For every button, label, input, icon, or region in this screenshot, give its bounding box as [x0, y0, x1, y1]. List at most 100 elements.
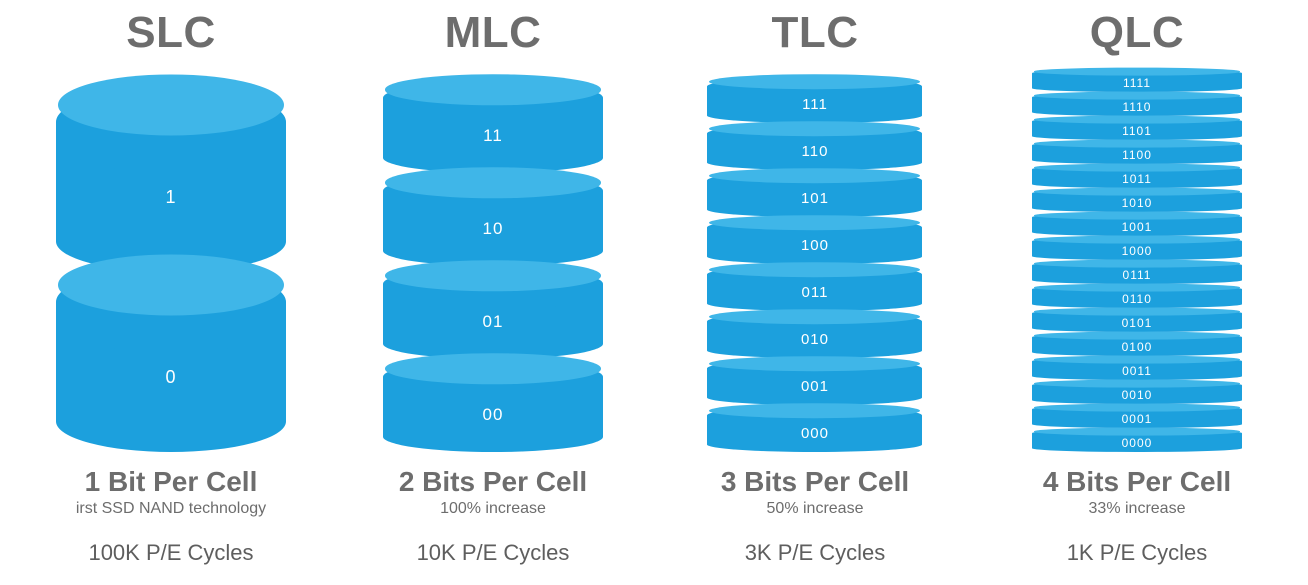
qlc-disc: 1111 — [1032, 71, 1242, 92]
disc-top-ellipse — [709, 121, 920, 136]
slc-bits-per-cell: 1 Bit Per Cell — [85, 466, 258, 498]
disc-top-ellipse — [709, 309, 920, 324]
slc-disc-label: 0 — [165, 367, 176, 388]
tlc-subtitle: 50% increase — [767, 500, 864, 518]
qlc-disc-label: 1101 — [1122, 124, 1152, 138]
qlc-disc: 0001 — [1032, 407, 1242, 428]
mlc-disc: 11 — [383, 88, 603, 173]
qlc-disc: 0000 — [1032, 431, 1242, 452]
disc-top-ellipse — [1034, 140, 1240, 148]
tlc-disc-label: 110 — [802, 143, 829, 160]
qlc-subtitle: 33% increase — [1089, 500, 1186, 518]
tlc-disc-label: 010 — [801, 331, 829, 348]
mlc-title: MLC — [445, 8, 542, 58]
tlc-disc: 000 — [707, 410, 922, 452]
disc-top-ellipse — [1034, 380, 1240, 388]
qlc-disc: 1101 — [1032, 119, 1242, 140]
qlc-disc-label: 0000 — [1122, 436, 1153, 450]
column-qlc: QLC0000000100100011010001010110011110001… — [982, 8, 1291, 566]
mlc-stack: 00 01 10 11 — [383, 62, 603, 452]
tlc-disc-label: 111 — [802, 96, 828, 113]
qlc-disc-label: 1010 — [1122, 196, 1153, 210]
disc-top-ellipse — [1034, 236, 1240, 244]
disc-top-ellipse — [1034, 284, 1240, 292]
disc-top-ellipse — [1034, 356, 1240, 364]
disc-top-ellipse — [385, 74, 601, 105]
qlc-disc-label: 1110 — [1123, 100, 1152, 114]
qlc-disc: 0011 — [1032, 359, 1242, 380]
qlc-disc-label: 1011 — [1122, 172, 1152, 186]
qlc-disc: 0110 — [1032, 287, 1242, 308]
disc-top-ellipse — [58, 74, 284, 135]
column-tlc: TLC 000 001 010 011 100 101 110 111 3 Bits Per Ce… — [660, 8, 969, 566]
mlc-disc: 00 — [383, 367, 603, 452]
mlc-disc-label: 10 — [483, 219, 504, 239]
mlc-disc-label: 01 — [483, 312, 504, 332]
slc-disc: 1 — [56, 102, 286, 272]
disc-top-ellipse — [385, 260, 601, 291]
disc-top-ellipse — [385, 353, 601, 384]
mlc-bits-per-cell: 2 Bits Per Cell — [399, 466, 587, 498]
tlc-title: TLC — [771, 8, 858, 58]
mlc-disc: 01 — [383, 274, 603, 359]
flash-types-row: SLC011 Bit Per Cellirst SSD NAND technol… — [0, 0, 1308, 566]
mlc-pe-cycles: 10K P/E Cycles — [417, 540, 570, 566]
qlc-disc-label: 0101 — [1122, 316, 1153, 330]
disc-top-ellipse — [709, 356, 920, 371]
tlc-disc-label: 101 — [801, 190, 829, 207]
tlc-disc: 110 — [707, 128, 922, 170]
tlc-disc-label: 100 — [801, 237, 829, 254]
qlc-disc-label: 1100 — [1122, 148, 1152, 162]
tlc-disc-label: 001 — [801, 378, 829, 395]
qlc-disc: 1001 — [1032, 215, 1242, 236]
disc-top-ellipse — [709, 74, 920, 89]
qlc-disc-label: 0011 — [1122, 364, 1152, 378]
qlc-discs: 0000 0001 0010 0011 0100 0101 0110 0111 1000 1001… — [1032, 71, 1242, 452]
tlc-discs: 000 001 010 011 100 101 110 111 — [707, 81, 922, 452]
disc-top-ellipse — [1034, 188, 1240, 196]
disc-top-ellipse — [709, 215, 920, 230]
tlc-disc-label: 000 — [801, 425, 829, 442]
tlc-disc: 011 — [707, 269, 922, 311]
slc-pe-cycles: 100K P/E Cycles — [88, 540, 253, 566]
qlc-disc-label: 1111 — [1123, 76, 1151, 90]
tlc-disc: 111 — [707, 81, 922, 123]
qlc-disc: 0010 — [1032, 383, 1242, 404]
qlc-disc: 1110 — [1032, 95, 1242, 116]
qlc-disc: 1010 — [1032, 191, 1242, 212]
slc-title: SLC — [126, 8, 216, 58]
slc-subtitle: irst SSD NAND technology — [76, 500, 266, 518]
mlc-subtitle: 100% increase — [440, 500, 546, 518]
qlc-disc-label: 0001 — [1122, 412, 1153, 426]
disc-top-ellipse — [1034, 404, 1240, 412]
mlc-disc: 10 — [383, 181, 603, 266]
disc-top-ellipse — [1034, 92, 1240, 100]
qlc-disc: 0101 — [1032, 311, 1242, 332]
qlc-disc: 0111 — [1032, 263, 1242, 284]
disc-top-ellipse — [1034, 212, 1240, 220]
tlc-disc: 001 — [707, 363, 922, 405]
qlc-disc-label: 1000 — [1122, 244, 1153, 258]
tlc-stack: 000 001 010 011 100 101 110 111 — [707, 62, 922, 452]
qlc-disc-label: 0110 — [1122, 292, 1152, 306]
disc-top-ellipse — [709, 262, 920, 277]
slc-disc-label: 1 — [165, 187, 176, 208]
qlc-disc-label: 0100 — [1122, 340, 1153, 354]
disc-top-ellipse — [385, 167, 601, 198]
qlc-pe-cycles: 1K P/E Cycles — [1067, 540, 1208, 566]
disc-top-ellipse — [58, 254, 284, 315]
qlc-disc-label: 0111 — [1123, 268, 1152, 282]
disc-top-ellipse — [1034, 332, 1240, 340]
slc-stack: 01 — [56, 62, 286, 452]
qlc-disc: 1000 — [1032, 239, 1242, 260]
mlc-discs: 00 01 10 11 — [383, 88, 603, 452]
slc-discs: 01 — [56, 102, 286, 452]
qlc-disc: 1100 — [1032, 143, 1242, 164]
column-mlc: MLC 00 01 10 11 2 Bits Per Cell 100% increase 1… — [338, 8, 647, 566]
disc-top-ellipse — [1034, 428, 1240, 436]
mlc-disc-label: 00 — [483, 405, 504, 425]
mlc-disc-label: 11 — [483, 126, 503, 146]
qlc-disc: 1011 — [1032, 167, 1242, 188]
disc-top-ellipse — [1034, 68, 1240, 76]
tlc-bits-per-cell: 3 Bits Per Cell — [721, 466, 909, 498]
